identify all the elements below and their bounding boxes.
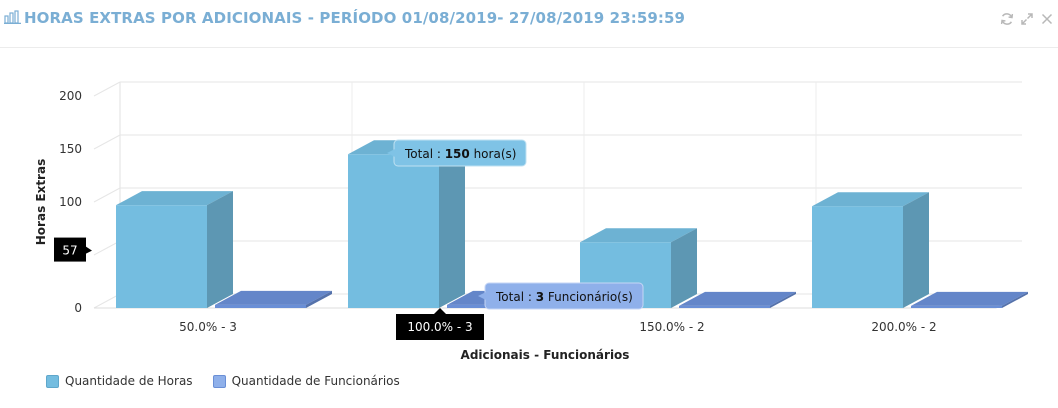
expand-icon[interactable] [1020, 12, 1034, 26]
x-tick-label-2: 150.0% - 2 [639, 320, 704, 334]
y-tick-label-4: 200 [59, 89, 82, 103]
bar-top-0-2 [580, 228, 697, 243]
legend-swatch-horas [46, 374, 59, 388]
legend-label-funcionarios: Quantidade de Funcionários [231, 374, 400, 388]
bar-side-0-2 [671, 228, 697, 308]
crosshair-x-label-pointer [434, 308, 446, 314]
legend-swatch-funcionarios [212, 374, 226, 388]
chart-legend: Quantidade de Horas Quantidade de Funcio… [46, 374, 400, 388]
x-tick-label-3: 200.0% - 2 [871, 320, 936, 334]
bar-top-1-2 [679, 291, 796, 306]
y-tick-label-0: 0 [74, 301, 82, 315]
legend-item-horas[interactable]: Quantidade de Horas [46, 374, 193, 388]
x-tick-label-1: 100.0% - 3 [407, 320, 472, 334]
bar-side-1-2 [770, 291, 796, 308]
gridline-side-4 [93, 81, 121, 97]
header-tools [1000, 12, 1054, 26]
tooltip-horas-pointer [387, 149, 395, 157]
bar-0-1 [348, 154, 439, 308]
panel-header: HORAS EXTRAS POR ADICIONAIS - PERÍODO 01… [0, 0, 1058, 48]
bar-1-2 [679, 305, 770, 308]
bar-chart-icon [4, 10, 21, 24]
panel-title: HORAS EXTRAS POR ADICIONAIS - PERÍODO 01… [24, 9, 686, 27]
legend-label-horas: Quantidade de Horas [65, 374, 193, 388]
y-axis-title: Horas Extras [34, 159, 48, 245]
bar-side-0-3 [903, 192, 929, 308]
close-icon[interactable] [1040, 12, 1054, 26]
tooltip-funcionarios: Total : 3 Funcionário(s) [495, 290, 633, 304]
bar-top-1-3 [911, 291, 1028, 306]
y-tick-label-2: 100 [59, 195, 82, 209]
crosshair-y-label-pointer [86, 246, 92, 254]
gridline-side-0 [93, 293, 121, 309]
crosshair-x-label-bg [396, 314, 484, 340]
bar-0-0 [116, 205, 207, 308]
crosshair-y-label: 57 [62, 244, 77, 258]
bar-1-0 [215, 304, 306, 308]
gridline-side-3 [93, 134, 121, 150]
x-axis-title: Adicionais - Funcionários [461, 348, 630, 362]
bar-side-1-0 [306, 290, 332, 308]
tooltip-horas: Total : 150 hora(s) [404, 147, 516, 161]
y-tick-label-3: 150 [59, 142, 82, 156]
bar-0-3 [812, 206, 903, 308]
bar-side-0-1 [439, 140, 465, 308]
bar-top-0-0 [116, 191, 233, 206]
bar-side-1-3 [1002, 291, 1028, 308]
bar-1-3 [911, 305, 1002, 308]
x-tick-label-0: 50.0% - 3 [179, 320, 237, 334]
bar-side-0-0 [207, 191, 233, 308]
gridline-side-1 [93, 240, 121, 256]
bar-top-0-3 [812, 192, 929, 207]
bar-top-1-0 [215, 290, 332, 305]
gridline-side-2 [93, 187, 121, 203]
legend-item-funcionarios[interactable]: Quantidade de Funcionários [212, 374, 400, 388]
refresh-icon[interactable] [1000, 12, 1014, 26]
crosshair-y-label-bg [54, 237, 86, 262]
tooltip-funcionarios-pointer [478, 292, 486, 300]
